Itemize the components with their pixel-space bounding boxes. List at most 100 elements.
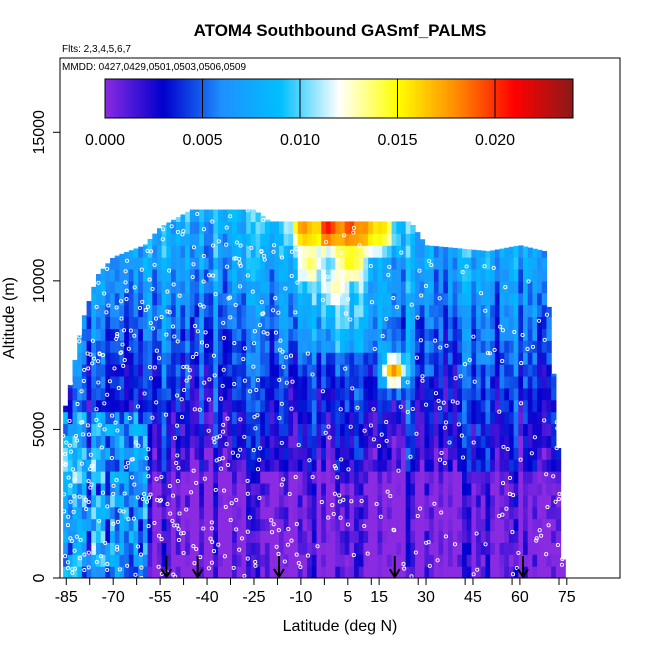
heatmap-cell	[255, 566, 261, 578]
track-point	[79, 461, 84, 466]
heatmap-cell	[95, 471, 102, 484]
track-point	[209, 560, 214, 565]
heatmap-cell	[499, 518, 505, 532]
heatmap-cell	[199, 447, 205, 460]
heatmap-cell	[476, 387, 482, 401]
track-point	[111, 491, 116, 496]
track-point	[294, 552, 299, 557]
heatmap-cell	[508, 435, 515, 448]
heatmap-cell	[405, 542, 411, 555]
heatmap-cell	[433, 530, 440, 543]
heatmap-cell	[264, 219, 271, 223]
heatmap-cell	[185, 566, 191, 578]
heatmap-cell	[152, 447, 158, 460]
track-point	[271, 249, 276, 254]
heatmap-cell	[199, 316, 205, 329]
heatmap-cell	[105, 471, 111, 484]
heatmap-cell	[335, 530, 341, 543]
heatmap-cell	[241, 482, 247, 496]
heatmap-cell	[147, 423, 153, 436]
heatmap-cell	[518, 387, 524, 401]
heatmap-cell	[222, 459, 228, 472]
heatmap-cell	[335, 328, 341, 341]
heatmap-cell	[471, 411, 477, 425]
heatmap-cell	[391, 435, 397, 448]
heatmap-cell	[175, 221, 182, 234]
track-point	[222, 488, 227, 493]
heatmap-cell	[532, 471, 538, 484]
heatmap-cell	[95, 352, 102, 365]
heatmap-cell	[307, 506, 313, 520]
heatmap-cell	[297, 554, 304, 567]
heatmap-cell	[349, 316, 355, 329]
heatmap-cell	[166, 471, 172, 484]
heatmap-cell	[269, 447, 275, 460]
heatmap-cell	[443, 506, 449, 520]
heatmap-cell	[377, 233, 383, 246]
heatmap-cell	[433, 482, 440, 496]
heatmap-cell	[105, 340, 111, 353]
heatmap-cell	[499, 340, 505, 353]
heatmap-cell	[405, 399, 411, 413]
heatmap-cell	[311, 375, 318, 389]
heatmap-cell	[518, 292, 524, 306]
heatmap-cell	[307, 399, 313, 413]
heatmap-cell	[185, 280, 191, 294]
heatmap-cell	[471, 494, 477, 508]
heatmap-cell	[546, 352, 552, 365]
heatmap-cell	[401, 340, 407, 353]
x-tick-label: 60	[511, 589, 529, 606]
heatmap-cell	[269, 459, 275, 472]
heatmap-cell	[396, 280, 402, 294]
heatmap-cell	[236, 352, 243, 365]
heatmap-cell	[480, 542, 487, 555]
heatmap-cell	[354, 328, 360, 341]
heatmap-cell	[171, 542, 177, 555]
track-point	[176, 537, 181, 543]
heatmap-cell	[264, 506, 271, 520]
heatmap-cell	[354, 435, 360, 448]
heatmap-cell	[199, 221, 205, 234]
heatmap-cell	[401, 352, 407, 365]
heatmap-cell	[443, 340, 449, 353]
heatmap-cell	[344, 375, 350, 389]
heatmap-cell	[358, 352, 365, 365]
heatmap-cell	[236, 471, 243, 484]
track-point	[238, 417, 243, 422]
heatmap-cell	[316, 518, 322, 532]
heatmap-cell	[457, 387, 463, 401]
track-point	[164, 332, 169, 337]
heatmap-cell	[405, 328, 411, 341]
heatmap-cell	[100, 352, 106, 365]
heatmap-cell	[119, 530, 125, 543]
heatmap-cell	[166, 482, 172, 496]
heatmap-cell	[293, 566, 299, 578]
heatmap-cell	[171, 257, 177, 270]
heatmap-cell	[124, 340, 130, 353]
heatmap-cell	[278, 316, 285, 329]
heatmap-cell	[311, 554, 318, 567]
heatmap-cell	[283, 423, 289, 436]
track-point	[424, 540, 429, 545]
heatmap-cell	[302, 530, 308, 543]
heatmap-cell	[401, 245, 407, 258]
heatmap-cell	[236, 245, 243, 258]
heatmap-cell	[166, 542, 172, 555]
heatmap-cell	[551, 554, 557, 567]
heatmap-cell	[560, 559, 566, 567]
heatmap-cell	[185, 423, 191, 436]
heatmap-cell	[246, 506, 252, 520]
heatmap-cell	[358, 482, 365, 496]
heatmap-cell	[110, 566, 116, 578]
heatmap-cell	[391, 399, 397, 413]
heatmap-cell	[250, 459, 257, 472]
track-point	[144, 499, 150, 504]
track-point	[195, 211, 200, 217]
heatmap-cell	[260, 411, 266, 425]
track-point	[65, 523, 71, 528]
heatmap-cell	[504, 268, 510, 282]
heatmap-cell	[363, 530, 369, 543]
heatmap-cell	[114, 459, 121, 472]
heatmap-cell	[217, 221, 224, 234]
heatmap-cell	[255, 257, 261, 270]
